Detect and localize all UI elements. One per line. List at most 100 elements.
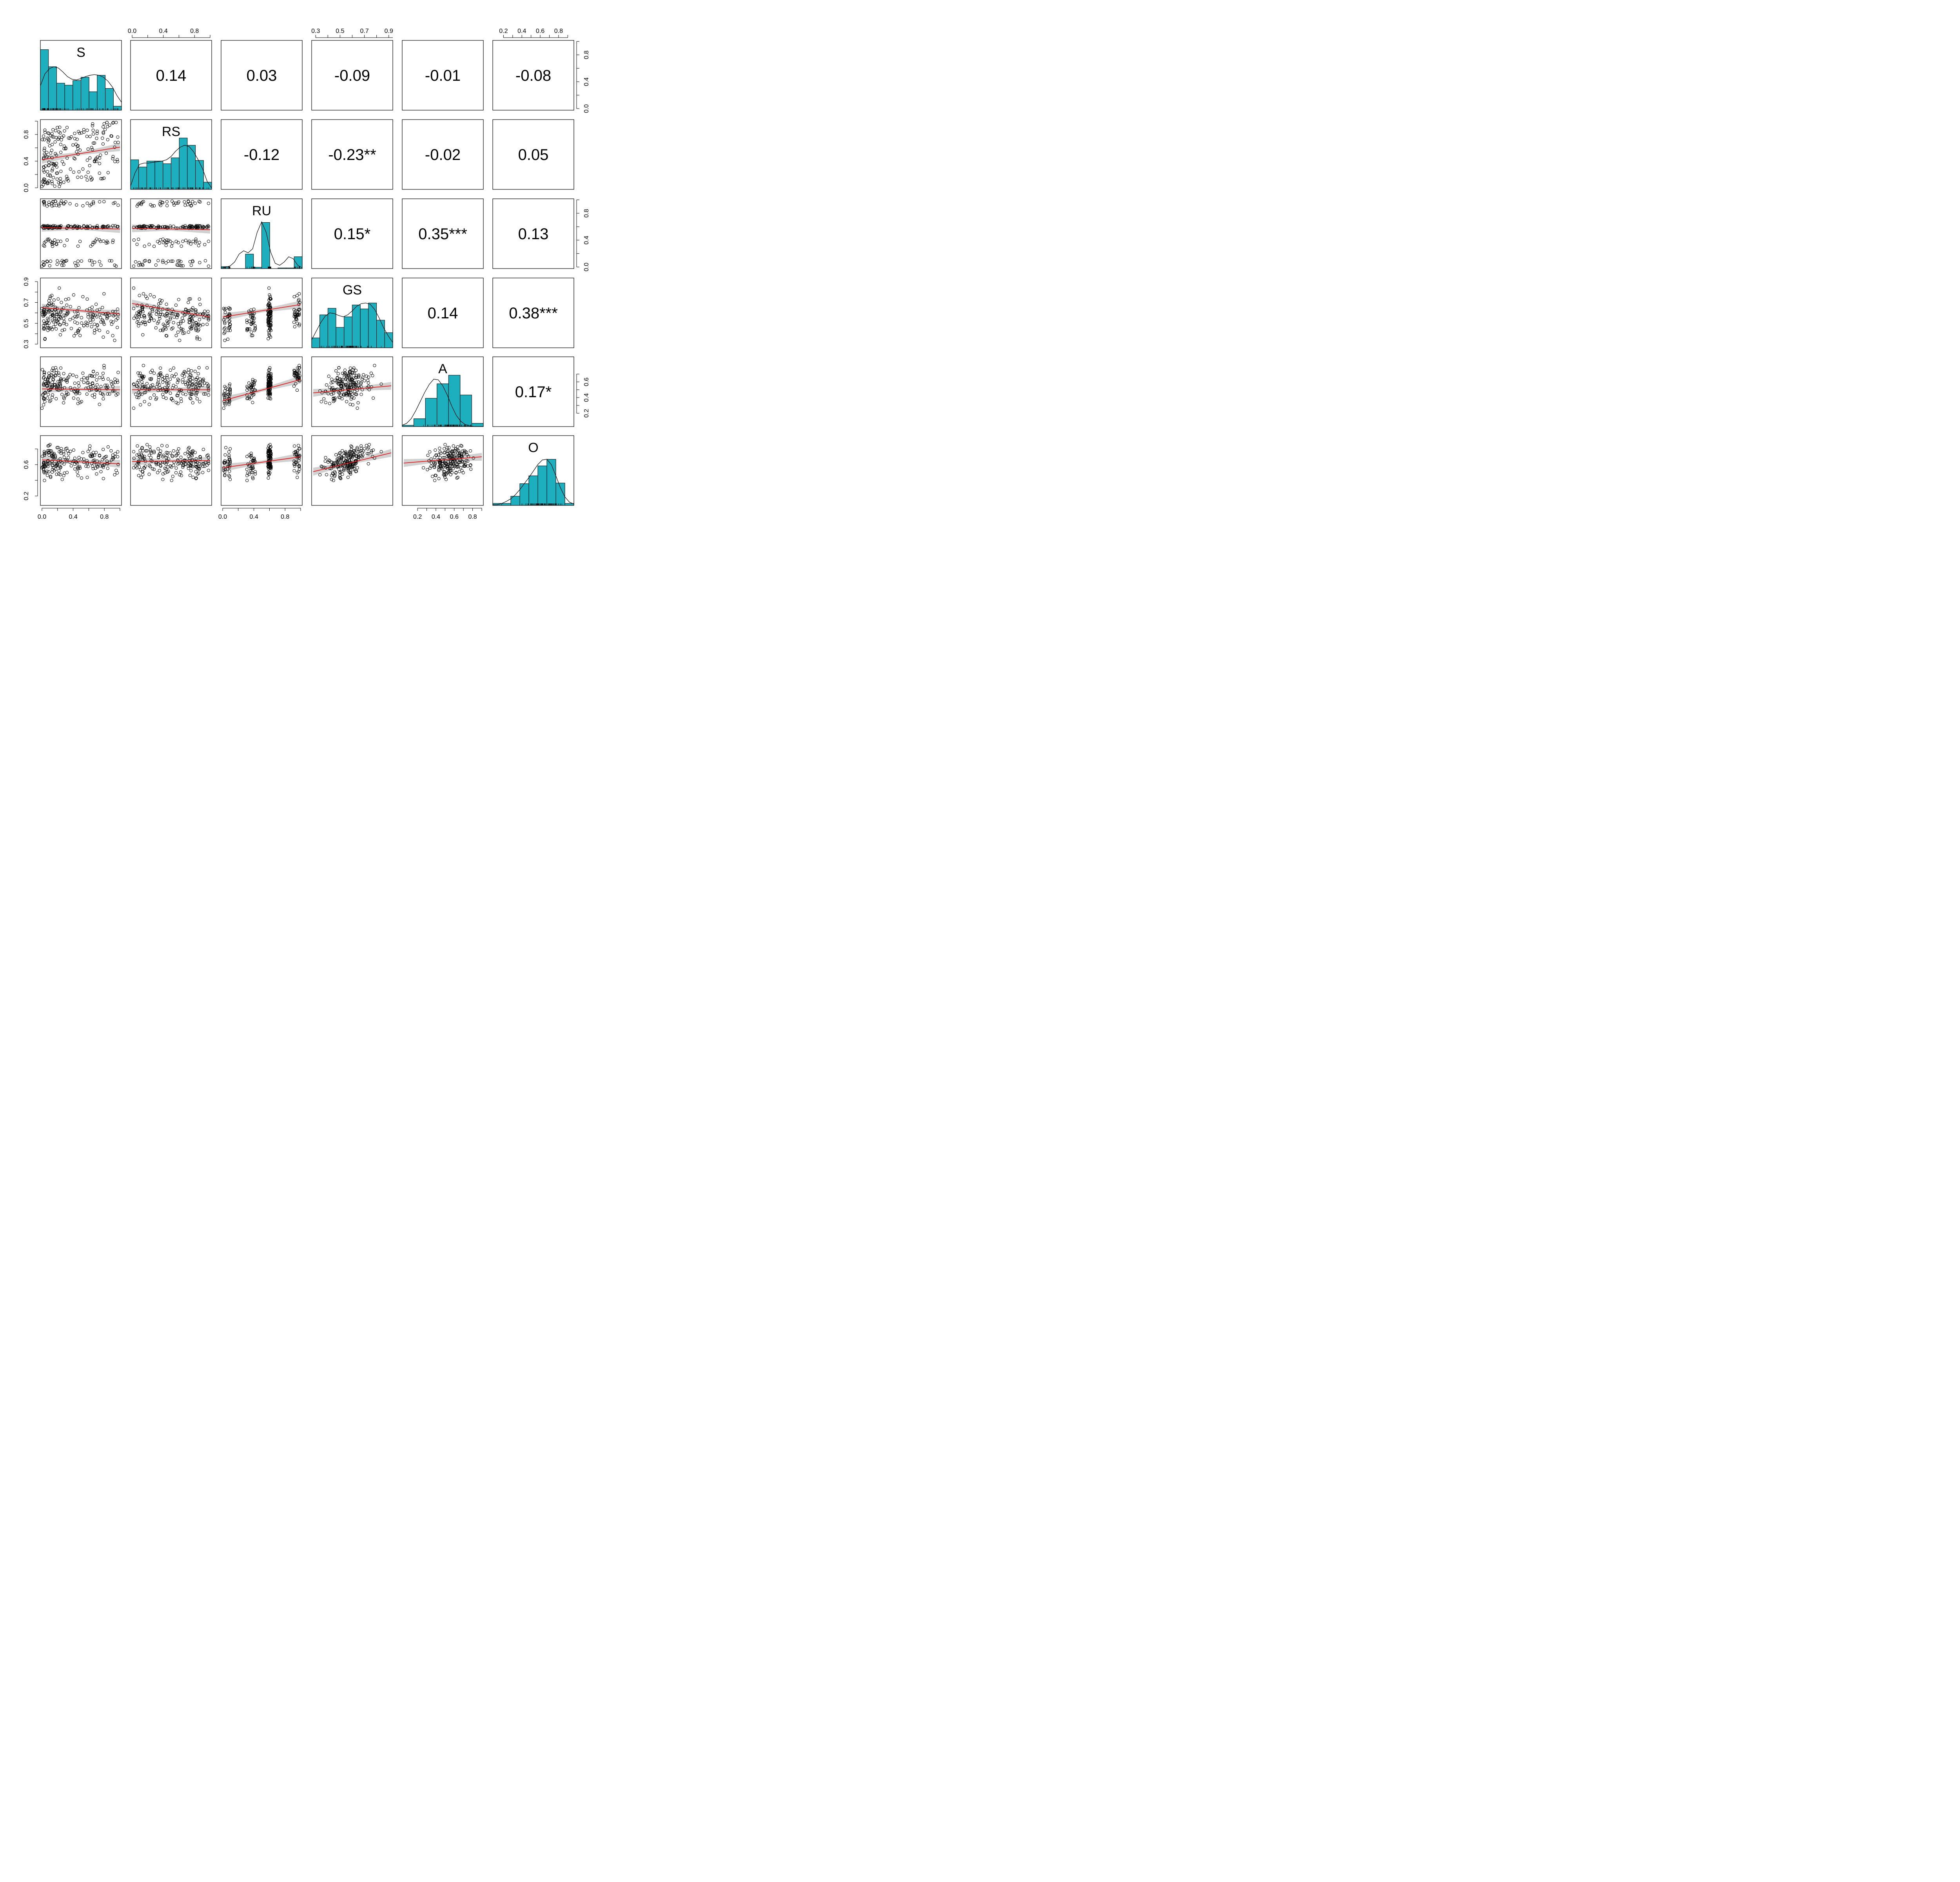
scatter-point <box>99 263 103 267</box>
scatter-point <box>163 471 167 475</box>
scatter-point <box>189 469 193 472</box>
tick-label: 0.3 <box>311 28 320 35</box>
scatter-point <box>113 452 117 456</box>
scatter-point <box>167 381 171 385</box>
scatter-point <box>245 318 249 322</box>
scatter-point <box>193 451 197 454</box>
scatter-point <box>156 381 160 384</box>
scatter-point <box>65 380 69 384</box>
scatter-point <box>106 392 109 396</box>
scatter-point <box>157 455 160 459</box>
scatter-point <box>88 259 91 262</box>
scatter-point <box>60 199 63 203</box>
scatter-point <box>138 387 141 391</box>
scatter-point <box>111 334 114 338</box>
scatter-point <box>362 449 365 453</box>
scatter-point <box>95 378 98 382</box>
scatter-point <box>183 313 186 317</box>
bottom-axis-S: 0.0 0.4 0.8 <box>38 508 120 520</box>
scatter-point <box>174 202 178 205</box>
scatter-point <box>113 145 116 149</box>
correlation-value: -0.08 <box>515 67 551 84</box>
scatter-point <box>348 464 352 467</box>
scatter-point <box>180 264 183 267</box>
scatter-point <box>450 461 454 464</box>
panel-RS-O: 0.05 <box>492 119 574 190</box>
scatter-point <box>249 454 253 457</box>
scatter-point <box>165 241 169 244</box>
scatter-point <box>352 371 356 375</box>
scatter-point <box>167 457 171 461</box>
density-curve <box>493 459 574 505</box>
scatter-point <box>249 469 252 472</box>
scatter-point <box>157 376 161 379</box>
scatter-point <box>135 466 139 470</box>
tick-label: 0.0 <box>38 514 46 520</box>
scatter-point <box>103 455 107 459</box>
scatter-point <box>52 224 55 227</box>
scatter-point <box>108 392 111 396</box>
scatter-point <box>267 302 271 305</box>
scatter-point <box>169 369 172 372</box>
scatter-point <box>156 471 160 474</box>
scatter-point <box>65 391 68 394</box>
scatter-point <box>45 204 49 208</box>
scatter-point <box>85 461 89 465</box>
scatter-point <box>454 471 458 475</box>
scatter-point <box>147 454 151 457</box>
scatter-point <box>181 392 185 396</box>
scatter-point <box>183 203 187 207</box>
scatter-point <box>47 302 51 305</box>
scatter-point <box>50 455 54 458</box>
scatter-point <box>174 401 178 404</box>
scatter-point <box>196 472 199 476</box>
tick-label: 0.4 <box>583 77 590 86</box>
scatter-point <box>52 298 56 302</box>
correlation-value: -0.02 <box>425 146 461 163</box>
scatter-point <box>138 455 141 458</box>
scatter-point <box>98 388 101 392</box>
scatter-point <box>60 263 64 267</box>
scatter-point <box>163 379 167 382</box>
scatter-point <box>293 444 296 448</box>
scatter-point <box>457 465 461 469</box>
scatter-point <box>52 135 56 139</box>
scatter-point <box>151 369 154 372</box>
scatter-point <box>140 202 143 205</box>
tick-label: 0.4 <box>583 393 590 402</box>
scatter-point <box>207 393 211 397</box>
scatter-point <box>50 149 54 152</box>
scatter-point <box>194 460 197 464</box>
scatter-point <box>354 470 358 473</box>
scatter-point <box>227 329 230 332</box>
scatter-point <box>269 457 273 461</box>
scatter-point <box>249 385 253 389</box>
scatter-point <box>80 131 83 135</box>
scatter-point <box>41 180 44 183</box>
scatter-point <box>157 225 161 229</box>
scatter-point <box>449 473 452 476</box>
scatter-point <box>149 313 152 317</box>
scatter-point <box>165 312 169 315</box>
scatter-point <box>102 397 105 401</box>
scatter-point <box>357 458 360 461</box>
scatter-point <box>99 320 103 324</box>
panel-frame <box>40 278 122 348</box>
scatter-point <box>223 308 227 311</box>
scatter-point <box>250 314 253 317</box>
scatter-point <box>187 454 190 458</box>
scatter-point <box>47 163 51 167</box>
panel-A-S <box>40 356 122 427</box>
scatter-point <box>42 311 45 314</box>
scatter-point <box>269 445 273 449</box>
scatter-point <box>164 467 168 471</box>
panel-RU-RS <box>130 198 212 269</box>
scatter-point <box>47 137 50 141</box>
scatter-point <box>352 463 356 466</box>
scatter-point <box>191 380 194 383</box>
scatter-point <box>180 474 183 478</box>
scatter-point <box>67 375 71 379</box>
scatter-point <box>327 374 330 378</box>
scatter-point <box>138 456 142 460</box>
scatter-point <box>69 305 72 309</box>
